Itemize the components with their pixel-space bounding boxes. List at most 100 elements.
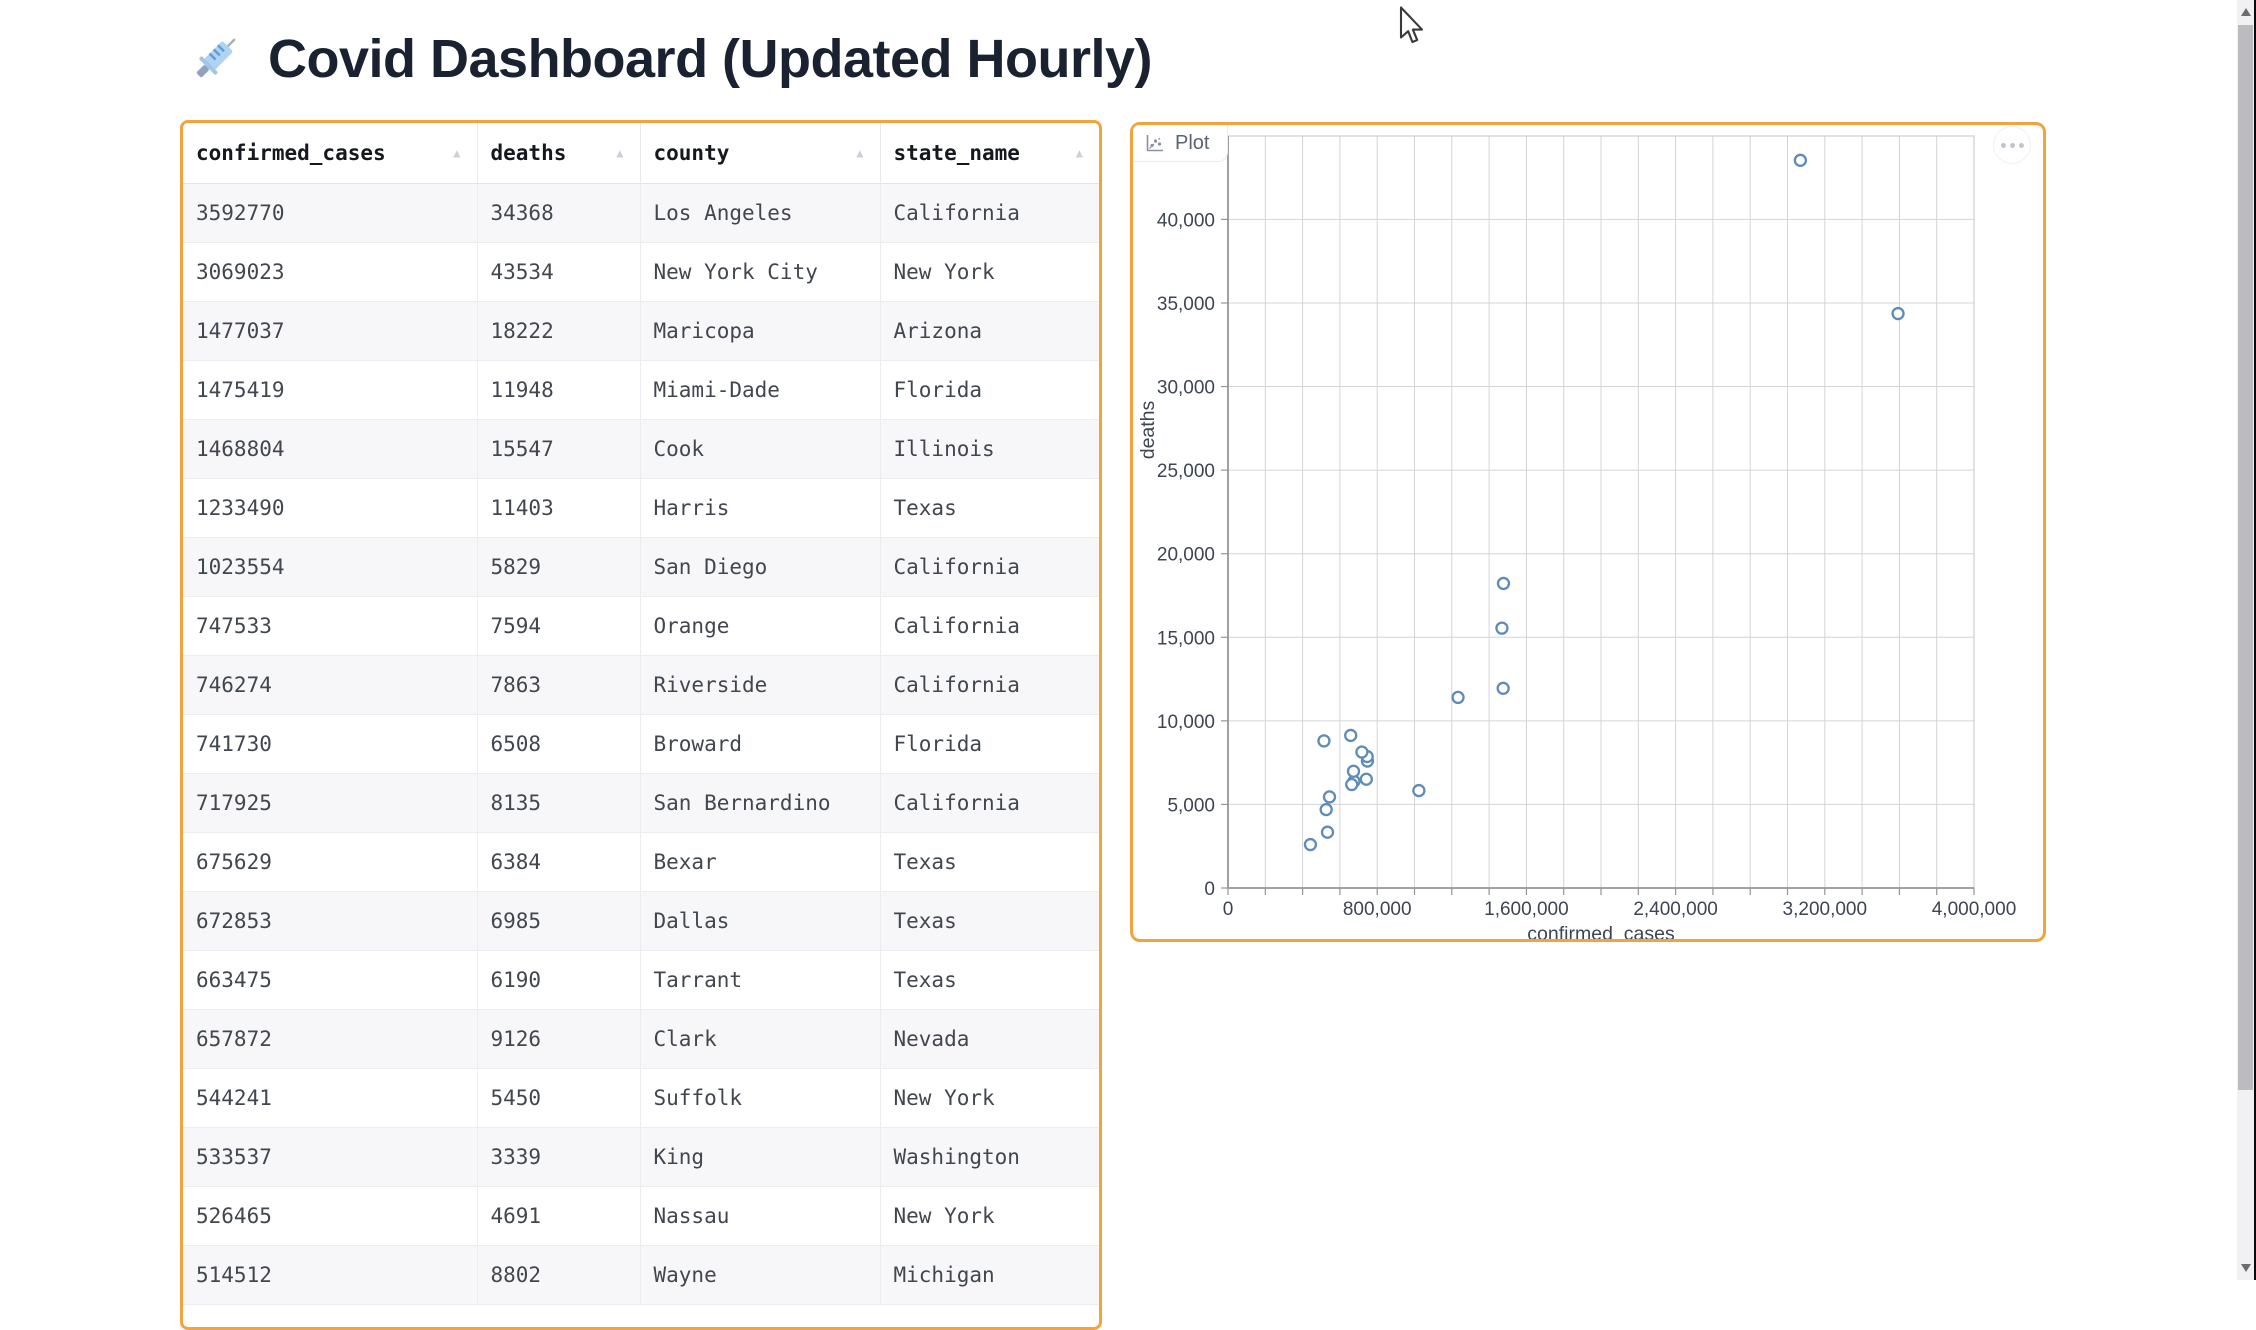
sort-asc-icon: ▲ bbox=[1075, 145, 1083, 160]
table-cell: 3069023 bbox=[183, 242, 478, 301]
scatter-point bbox=[1322, 790, 1337, 804]
scatter-point bbox=[1317, 734, 1331, 748]
x-tick-label: 3,200,000 bbox=[1783, 899, 1868, 920]
table-row: 657872 9126 Clark Nevada bbox=[183, 1009, 1099, 1068]
table-cell: Washington bbox=[880, 1127, 1099, 1186]
table-row: 544241 5450 Suffolk New York bbox=[183, 1068, 1099, 1127]
table-cell: Texas bbox=[880, 891, 1099, 950]
table-cell: Nevada bbox=[880, 1009, 1099, 1068]
table-cell: Orange bbox=[640, 596, 881, 655]
table-cell: 34368 bbox=[477, 183, 641, 242]
table-cell: 663475 bbox=[183, 950, 478, 1009]
table-cell: 533537 bbox=[183, 1127, 478, 1186]
scatter-point bbox=[1303, 837, 1318, 852]
table-cell: 7863 bbox=[477, 655, 641, 714]
table-cell: Michigan bbox=[880, 1245, 1099, 1304]
table-cell: Florida bbox=[880, 714, 1099, 773]
table-cell: 747533 bbox=[183, 596, 478, 655]
table-cell: 11403 bbox=[477, 478, 641, 537]
table-row: 514512 8802 Wayne Michigan bbox=[183, 1245, 1099, 1304]
table-cell: 5829 bbox=[477, 537, 641, 596]
scatter-chart-icon bbox=[1146, 134, 1163, 151]
table-cell: Cook bbox=[640, 419, 881, 478]
y-tick-label: 35,000 bbox=[1157, 294, 1215, 315]
table-row: 741730 6508 Broward Florida bbox=[183, 714, 1099, 773]
table-cell: 4691 bbox=[477, 1186, 641, 1245]
plot-panel: Plot 0 800,000 1,600,000 2,400,000 3,200,000… bbox=[1130, 122, 2046, 942]
column-label: deaths bbox=[490, 140, 567, 165]
table-cell: Arizona bbox=[880, 301, 1099, 360]
scatter-point bbox=[1496, 576, 1511, 591]
table-cell: Tarrant bbox=[640, 950, 881, 1009]
table-cell: Bexar bbox=[640, 832, 881, 891]
scatter-point bbox=[1496, 681, 1510, 695]
scatter-point bbox=[1451, 690, 1465, 705]
table-row: 675629 6384 Bexar Texas bbox=[183, 832, 1099, 891]
table-cell: Wayne bbox=[640, 1245, 881, 1304]
scatter-point bbox=[1891, 306, 1905, 321]
page-title: Covid Dashboard (Updated Hourly) bbox=[268, 29, 1153, 89]
table-cell: Maricopa bbox=[640, 301, 881, 360]
y-tick-label: 5,000 bbox=[1167, 795, 1215, 816]
scrollbar-down-button[interactable] bbox=[2237, 1256, 2254, 1280]
scrollbar-thumb[interactable] bbox=[2238, 25, 2253, 1090]
table-cell: 672853 bbox=[183, 891, 478, 950]
column-header-county[interactable]: county ▲ bbox=[640, 123, 881, 184]
table-row: 1468804 15547 Cook Illinois bbox=[183, 419, 1099, 478]
table-cell: 8802 bbox=[477, 1245, 641, 1304]
y-tick-label: 15,000 bbox=[1157, 628, 1215, 649]
ellipsis-menu-icon bbox=[2009, 142, 2015, 148]
y-tick-label: 30,000 bbox=[1157, 378, 1215, 399]
table-cell: Broward bbox=[640, 714, 881, 773]
table-cell: 717925 bbox=[183, 773, 478, 832]
table-cell: 6384 bbox=[477, 832, 641, 891]
table-cell: Texas bbox=[880, 832, 1099, 891]
table-cell: King bbox=[640, 1127, 881, 1186]
table-cell: San Diego bbox=[640, 537, 881, 596]
table-cell: 15547 bbox=[477, 419, 641, 478]
plot-menu-button[interactable] bbox=[1993, 126, 2031, 164]
table-cell: Nassau bbox=[640, 1186, 881, 1245]
table-row: 533537 3339 King Washington bbox=[183, 1127, 1099, 1186]
table-cell: 514512 bbox=[183, 1245, 478, 1304]
screen-edge bbox=[2254, 0, 2256, 1280]
table-cell: 1477037 bbox=[183, 301, 478, 360]
column-header-confirmed-cases[interactable]: confirmed_cases ▲ bbox=[183, 123, 478, 184]
x-axis-title: confirmed_cases bbox=[1527, 923, 1675, 939]
table-cell: 657872 bbox=[183, 1009, 478, 1068]
table-cell: 5450 bbox=[477, 1068, 641, 1127]
y-tick-label: 10,000 bbox=[1157, 712, 1215, 733]
tab-plot[interactable]: Plot bbox=[1133, 125, 1229, 162]
table-row: 672853 6985 Dallas Texas bbox=[183, 891, 1099, 950]
scatter-point bbox=[1355, 745, 1369, 759]
table-row: 747533 7594 Orange California bbox=[183, 596, 1099, 655]
table-row: 1233490 11403 Harris Texas bbox=[183, 478, 1099, 537]
column-header-state-name[interactable]: state_name ▲ bbox=[880, 123, 1099, 184]
mouse-cursor bbox=[1399, 6, 1424, 44]
table-row: 1475419 11948 Miami-Dade Florida bbox=[183, 360, 1099, 419]
scatter-point bbox=[1412, 783, 1426, 798]
covid-table-panel: confirmed_cases ▲ deaths ▲ county ▲ stat… bbox=[180, 120, 1102, 1330]
ellipsis-menu-icon bbox=[2000, 142, 2006, 148]
vertical-scrollbar[interactable] bbox=[2237, 0, 2254, 1280]
table-cell: California bbox=[880, 773, 1099, 832]
column-header-deaths[interactable]: deaths ▲ bbox=[477, 123, 641, 184]
table-cell: New York bbox=[880, 1186, 1099, 1245]
table-cell: 3339 bbox=[477, 1127, 641, 1186]
scatter-point bbox=[1319, 802, 1333, 817]
table-cell: 526465 bbox=[183, 1186, 478, 1245]
table-cell: Miami-Dade bbox=[640, 360, 881, 419]
page-header: Covid Dashboard (Updated Hourly) bbox=[186, 28, 1153, 90]
scrollbar-up-icon bbox=[2240, 8, 2251, 16]
y-tick-label: 20,000 bbox=[1157, 545, 1215, 566]
scrollbar-up-button[interactable] bbox=[2237, 0, 2254, 24]
table-cell: Texas bbox=[880, 478, 1099, 537]
y-tick-label: 0 bbox=[1204, 879, 1215, 900]
column-label: state_name bbox=[893, 140, 1020, 165]
ellipsis-menu-icon bbox=[2018, 142, 2024, 148]
column-label: confirmed_cases bbox=[196, 140, 386, 165]
scatter-point bbox=[1346, 764, 1361, 778]
table-row: 1477037 18222 Maricopa Arizona bbox=[183, 301, 1099, 360]
table-cell: 1475419 bbox=[183, 360, 478, 419]
table-cell: San Bernardino bbox=[640, 773, 881, 832]
